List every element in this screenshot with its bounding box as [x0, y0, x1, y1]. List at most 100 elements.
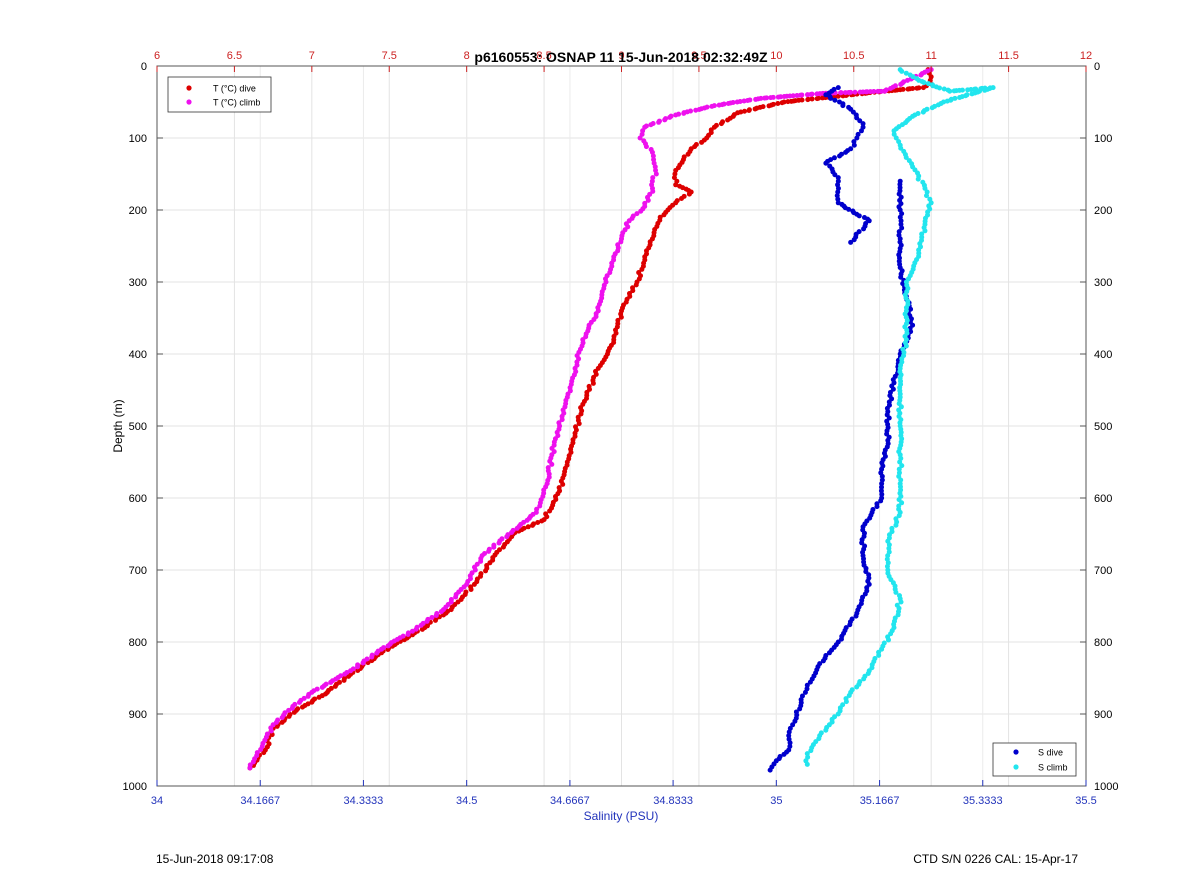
data-point: [857, 118, 863, 124]
data-point: [838, 90, 844, 96]
data-point: [648, 122, 654, 128]
data-point: [957, 95, 963, 100]
data-point: [865, 671, 871, 676]
data-point: [826, 650, 832, 656]
legend-label-s-dive: S dive: [1038, 748, 1063, 758]
data-point: [804, 92, 810, 98]
data-point: [832, 172, 838, 178]
data-point: [775, 94, 781, 100]
data-point: [634, 211, 640, 217]
data-point: [890, 386, 896, 392]
tick-label-y-right: 700: [1094, 565, 1112, 577]
data-point: [947, 88, 953, 94]
footer-ctd-info: CTD S/N 0226 CAL: 15-Apr-17: [913, 852, 1078, 866]
data-point: [920, 85, 926, 91]
data-point: [643, 144, 649, 150]
data-point: [296, 699, 302, 705]
data-point: [925, 81, 931, 87]
data-point: [918, 72, 924, 78]
data-point: [797, 706, 803, 712]
tick-label-y-right: 100: [1094, 133, 1112, 145]
data-point: [853, 613, 859, 619]
data-point: [286, 713, 292, 719]
data-point: [842, 90, 848, 96]
series-t-c-climb: [247, 67, 934, 771]
data-point: [258, 746, 264, 752]
data-point: [959, 87, 965, 93]
tick-label-y-right: 300: [1094, 277, 1112, 289]
data-point: [289, 705, 295, 711]
data-point: [893, 589, 899, 595]
data-point: [851, 237, 857, 243]
data-point: [814, 96, 820, 102]
data-point: [653, 171, 659, 177]
data-point: [539, 518, 545, 524]
data-point: [681, 110, 687, 116]
data-point: [878, 488, 884, 494]
tick-label-y-left: 0: [141, 61, 147, 73]
data-point: [673, 112, 679, 118]
data-point: [885, 637, 891, 643]
data-point: [752, 106, 758, 112]
data-point: [549, 461, 555, 467]
data-point: [342, 671, 348, 677]
data-point: [767, 767, 773, 773]
data-point: [781, 751, 787, 757]
data-point: [328, 679, 334, 685]
data-point: [514, 525, 520, 531]
legend-marker-t-dive: [186, 85, 192, 91]
data-point: [787, 740, 793, 746]
tick-label-x-bottom: 34: [151, 795, 163, 807]
data-point: [861, 226, 867, 232]
data-point: [779, 100, 785, 106]
data-point: [261, 750, 267, 756]
data-point: [790, 722, 796, 728]
data-point: [369, 658, 375, 664]
data-point: [741, 98, 747, 104]
x-axis-bottom-label: Salinity (PSU): [584, 809, 659, 823]
data-point: [429, 614, 435, 620]
data-point: [618, 314, 624, 320]
tick-label-y-right: 500: [1094, 421, 1112, 433]
data-point: [560, 481, 566, 487]
data-point: [886, 545, 892, 551]
data-point: [662, 117, 668, 123]
data-point: [896, 466, 902, 472]
data-point: [898, 218, 904, 224]
chart-title: p6160553: OSNAP 11 15-Jun-2018 02:32:49Z: [474, 49, 768, 65]
data-point: [859, 540, 865, 546]
data-point: [785, 99, 791, 105]
data-point: [823, 727, 829, 733]
data-point: [286, 707, 292, 713]
data-point: [898, 274, 904, 280]
data-point: [895, 612, 901, 618]
tick-label-x-top: 11: [925, 50, 936, 62]
data-point: [878, 498, 884, 504]
data-point: [642, 124, 648, 130]
tick-label-y-right: 800: [1094, 637, 1112, 649]
data-point: [348, 668, 354, 674]
data-point: [405, 631, 411, 637]
data-point: [816, 736, 822, 742]
data-point: [807, 679, 813, 685]
data-point: [832, 97, 838, 103]
data-point: [699, 139, 705, 145]
data-point: [468, 586, 474, 592]
tick-label-y-left: 300: [129, 277, 147, 289]
data-point: [385, 647, 391, 653]
tick-label-y-right: 200: [1094, 205, 1112, 217]
data-point: [374, 650, 380, 656]
data-point: [860, 121, 866, 127]
data-point: [409, 628, 415, 634]
data-point: [673, 182, 679, 188]
data-point: [847, 622, 853, 628]
grid: [157, 66, 1086, 786]
data-point: [792, 718, 798, 724]
data-point: [537, 503, 543, 509]
data-point: [355, 664, 361, 670]
data-point: [893, 522, 899, 528]
data-point: [899, 463, 905, 469]
data-point: [432, 617, 438, 623]
data-point: [854, 684, 860, 690]
data-point: [891, 128, 897, 134]
